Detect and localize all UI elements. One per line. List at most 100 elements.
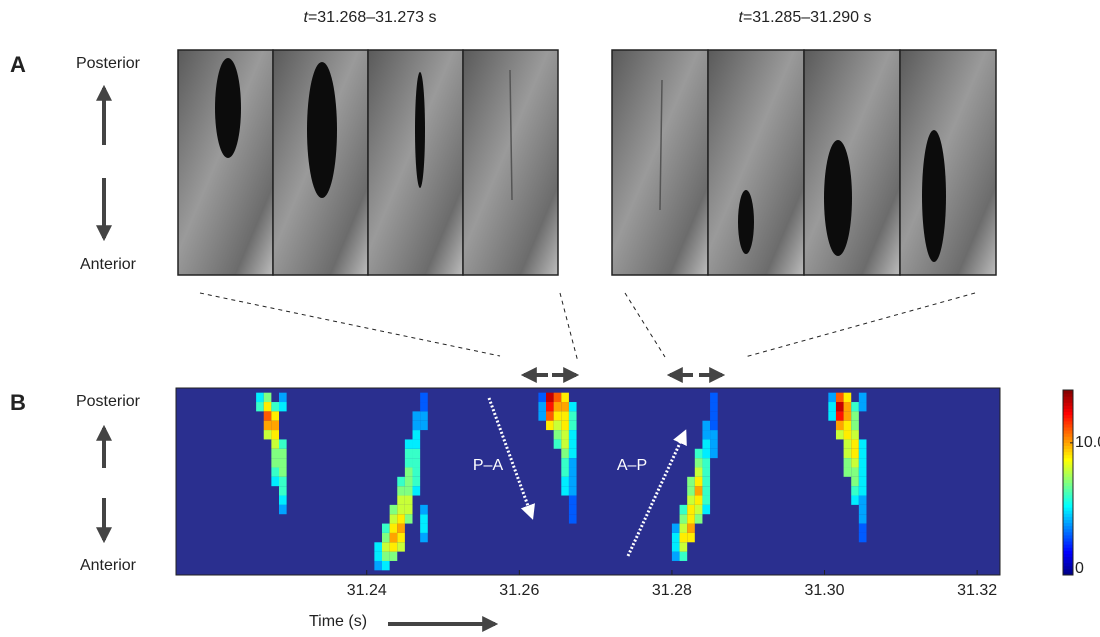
heat-cell — [553, 402, 562, 412]
heat-cell — [568, 458, 577, 468]
colorbar-segment — [1063, 433, 1073, 437]
colorbar-segment — [1063, 547, 1073, 551]
heat-cell — [420, 523, 428, 533]
heat-cell — [687, 514, 695, 524]
glottis — [922, 130, 946, 262]
video-frame — [707, 49, 805, 276]
colorbar-segment — [1063, 538, 1073, 542]
colorbar-segment — [1063, 497, 1073, 502]
direction-label: Anterior — [80, 557, 137, 574]
heat-cell — [263, 420, 272, 431]
heat-cell — [271, 430, 279, 440]
plot-frame — [175, 387, 1001, 576]
colorbar-segment — [1063, 476, 1073, 480]
heat-cell — [843, 458, 852, 468]
heat-cell — [835, 392, 844, 403]
heat-cell — [835, 402, 844, 412]
heat-cell — [702, 467, 711, 477]
heat-cell — [843, 402, 852, 412]
colorbar-segment — [1063, 408, 1073, 413]
heat-cell — [568, 486, 577, 496]
heat-cell — [404, 504, 413, 515]
x-tick-label: 31.30 — [804, 582, 844, 599]
panel-label: A — [10, 52, 26, 77]
colorbar-segment — [1063, 445, 1073, 450]
heat-cell — [397, 504, 405, 515]
heat-cell — [858, 486, 867, 496]
heat-cell — [546, 402, 554, 412]
heat-cell — [851, 458, 859, 468]
glottis — [824, 140, 852, 256]
heat-cell — [382, 523, 390, 533]
frame-label-range: =31.285–31.290 s — [743, 9, 872, 26]
heat-cell — [561, 411, 569, 421]
heat-cell — [279, 448, 287, 459]
heat-cell — [568, 495, 577, 505]
heat-cell — [382, 542, 390, 552]
colorbar-segment — [1063, 473, 1073, 477]
heat-cell — [710, 448, 718, 459]
heatmap: 31.24 31.26 31.28 31.30 31.32 0 10.0 — [175, 387, 1100, 599]
heat-cell — [710, 439, 718, 449]
heat-cell — [710, 392, 718, 403]
colorbar-segment — [1063, 430, 1073, 434]
heat-cell — [279, 467, 287, 477]
frame-label: t=31.285–31.290 s — [738, 9, 871, 26]
heat-cell — [858, 532, 867, 543]
colorbar-segment — [1063, 519, 1073, 524]
annotation: P–A — [473, 457, 504, 474]
heat-cell — [702, 458, 711, 468]
heat-cell — [271, 411, 279, 421]
heat-cell — [420, 392, 428, 403]
heat-cell — [538, 411, 547, 421]
x-axis-label: Time (s) — [309, 613, 367, 630]
video-frame — [367, 49, 464, 276]
colorbar-segment — [1063, 436, 1073, 440]
heat-cell — [397, 532, 405, 543]
colorbar-segment — [1063, 439, 1073, 443]
heat-cell — [397, 476, 405, 487]
heat-cell — [553, 430, 562, 440]
colorbar-segment — [1063, 544, 1073, 548]
colorbar-segment — [1063, 522, 1073, 527]
frame-group — [177, 49, 559, 276]
heat-cell — [279, 476, 287, 487]
heat-cell — [858, 467, 867, 477]
heat-cell — [568, 402, 577, 412]
heat-cell — [553, 392, 562, 403]
heat-cell — [568, 504, 577, 515]
heat-cell — [687, 486, 695, 496]
glottis — [415, 72, 425, 188]
heat-cell — [256, 392, 264, 403]
heat-cell — [843, 411, 852, 421]
heat-cell — [694, 495, 703, 505]
heat-cell — [851, 439, 859, 449]
connector — [744, 292, 976, 358]
direction-label: Posterior — [76, 55, 141, 72]
heat-cell — [279, 439, 287, 449]
heat-cell — [404, 448, 413, 459]
heat-cell — [389, 523, 398, 533]
colorbar-segment — [1063, 405, 1073, 409]
colorbar-segment — [1063, 541, 1073, 545]
heat-cell — [851, 486, 859, 496]
heat-cell — [568, 420, 577, 431]
heat-cell — [702, 476, 711, 487]
heat-cell — [851, 448, 859, 459]
heat-cell — [279, 458, 287, 468]
heat-cell — [561, 420, 569, 431]
heat-cell — [679, 504, 688, 515]
heat-cell — [412, 430, 421, 440]
frame-group — [611, 49, 997, 276]
heat-cell — [843, 430, 852, 440]
x-tick-label: 31.26 — [499, 582, 539, 599]
heat-cell — [389, 532, 398, 543]
glottis — [215, 58, 241, 158]
colorbar-segment — [1063, 393, 1073, 397]
direction-label: Posterior — [76, 393, 141, 410]
colorbar-segment — [1063, 427, 1073, 431]
heat-cell — [858, 392, 867, 403]
heat-cell — [568, 448, 577, 459]
heat-cell — [412, 467, 421, 477]
heat-cell — [412, 486, 421, 496]
